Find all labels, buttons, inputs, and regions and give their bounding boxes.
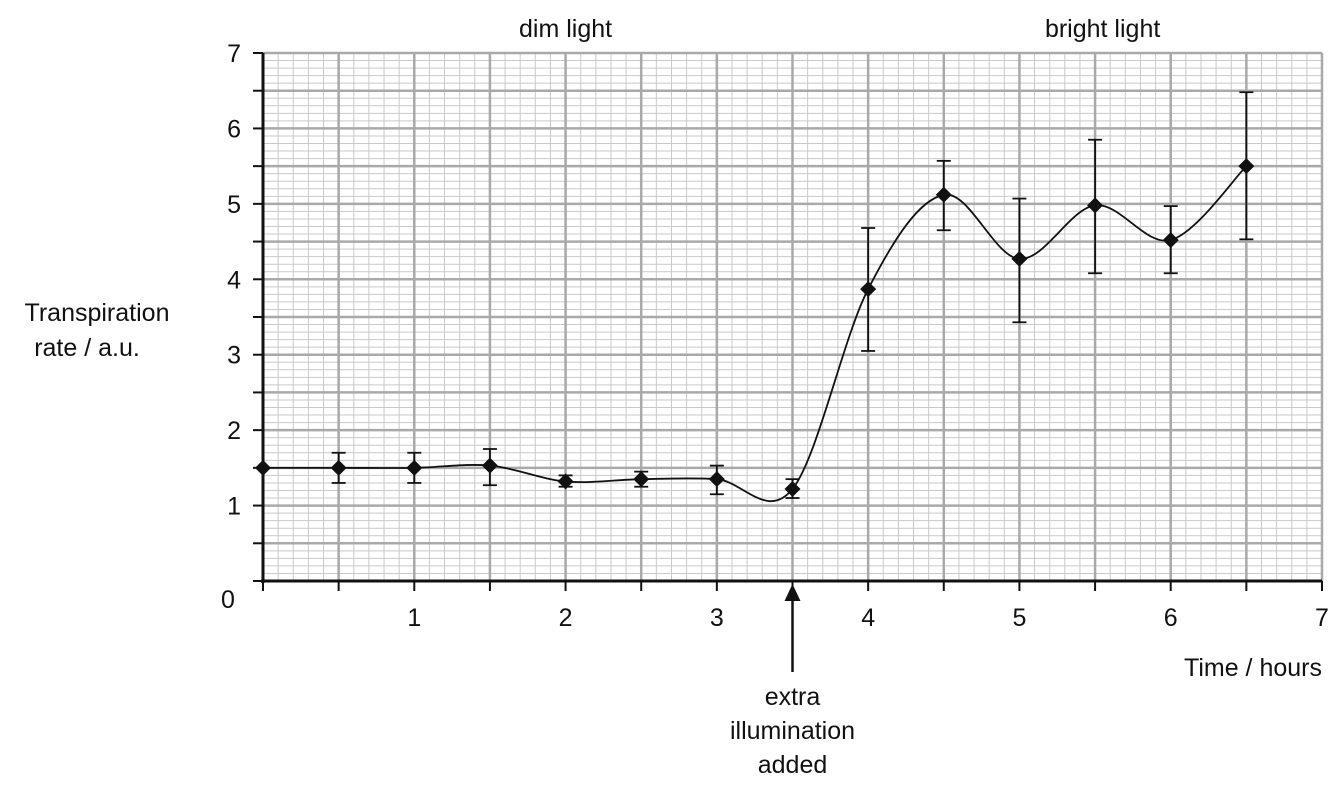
chart-axes — [253, 52, 1323, 591]
x-tick-label: 1 — [407, 604, 421, 632]
y-axis-title-line-1: Transpiration — [25, 299, 170, 327]
data-point — [708, 471, 725, 488]
data-point — [935, 186, 952, 203]
chart-annotations: dim light bright light extra illumination ad… — [519, 15, 1160, 779]
annotation-text-line: extra — [765, 683, 821, 711]
data-point — [860, 281, 877, 298]
x-tick-label: 4 — [861, 604, 875, 632]
x-tick-label: 6 — [1164, 604, 1178, 632]
x-tick-label: 3 — [710, 604, 724, 632]
y-tick-label: 1 — [227, 493, 241, 521]
data-point — [330, 459, 347, 476]
y-tick-label: 4 — [227, 266, 241, 294]
annotation-arrow-head — [784, 584, 801, 601]
y-tick-label: 2 — [227, 417, 241, 445]
chart-tick-labels: 1 2 3 4 5 6 7 1 2 3 4 5 6 7 — [227, 40, 1329, 632]
origin-label: 0 — [221, 586, 235, 614]
region-label: dim light — [519, 15, 612, 43]
data-point — [633, 471, 650, 488]
y-tick-label: 6 — [227, 115, 241, 143]
data-point — [481, 457, 498, 474]
x-tick-label: 7 — [1315, 604, 1329, 632]
data-point — [255, 459, 271, 476]
x-axis-title: Time / hours — [1184, 654, 1322, 682]
region-label: bright light — [1045, 15, 1160, 43]
annotation-text-line: illumination — [730, 717, 855, 745]
x-tick-label: 2 — [559, 604, 573, 632]
y-tick-label: 7 — [227, 40, 241, 68]
series-line — [262, 165, 1247, 503]
data-point — [1238, 158, 1255, 175]
y-axis-title-line-2: rate / a.u. — [34, 334, 140, 362]
data-point — [406, 459, 423, 476]
annotation-text-line: added — [758, 751, 828, 779]
chart-grid — [261, 51, 1324, 583]
x-tick-label: 5 — [1012, 604, 1026, 632]
y-tick-label: 3 — [227, 342, 241, 370]
y-tick-label: 5 — [227, 191, 241, 219]
data-point — [1087, 197, 1104, 214]
data-point — [557, 473, 574, 490]
data-point — [1011, 250, 1028, 267]
data-point — [1162, 232, 1179, 249]
data-point — [784, 480, 801, 497]
chart-series — [255, 91, 1255, 503]
